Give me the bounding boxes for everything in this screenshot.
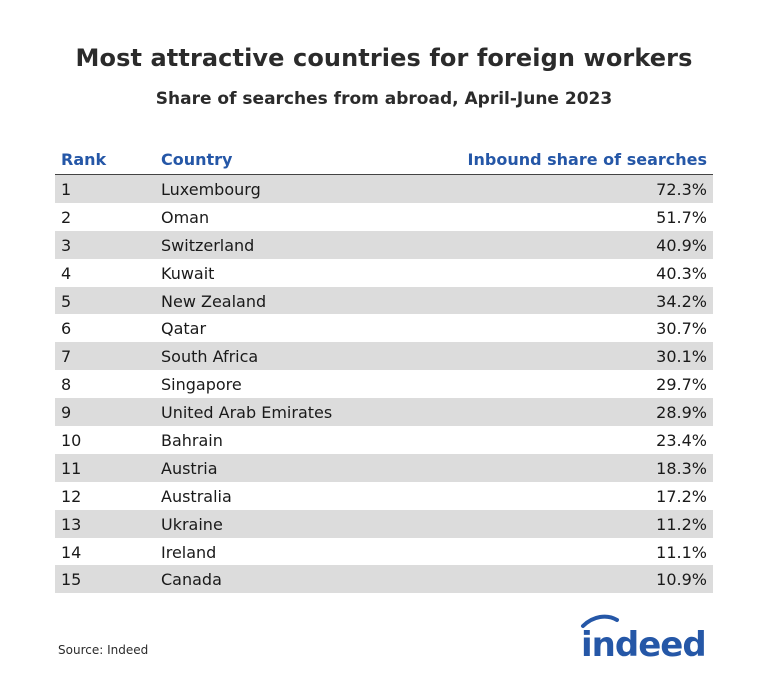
source-note: Source: Indeed	[58, 643, 149, 657]
country-cell: Canada	[161, 570, 222, 590]
table-row: 5 New Zealand 34.2%	[55, 286, 713, 315]
table-row: 12 Australia 17.2%	[55, 482, 713, 510]
table-row: 11 Austria 18.3%	[55, 453, 713, 482]
table-row: 6 Qatar 30.7%	[55, 314, 713, 342]
country-cell: Bahrain	[161, 431, 223, 451]
country-cell: Switzerland	[161, 235, 255, 255]
share-cell: 72.3%	[656, 180, 707, 199]
rank-cell: 15	[61, 570, 82, 590]
country-cell: Luxembourg	[161, 180, 261, 199]
country-cell: Australia	[161, 486, 232, 506]
rank-cell: 4	[61, 263, 72, 283]
rank-cell: 3	[61, 235, 72, 255]
share-cell: 10.9%	[656, 570, 707, 590]
rank-cell: 10	[61, 431, 82, 451]
country-cell: Ireland	[161, 542, 217, 562]
table-row: 4 Kuwait 40.3%	[55, 259, 713, 287]
share-cell: 51.7%	[656, 207, 707, 227]
rank-cell: 1	[61, 180, 72, 199]
column-header-country: Country	[161, 150, 233, 169]
rankings-table: Rank Country Inbound share of searches 1…	[55, 146, 713, 594]
share-cell: 40.3%	[656, 263, 707, 283]
table-row: 10 Bahrain 23.4%	[55, 426, 713, 454]
rank-cell: 6	[61, 319, 72, 339]
country-cell: Singapore	[161, 375, 242, 395]
share-cell: 18.3%	[656, 458, 707, 478]
share-cell: 23.4%	[656, 431, 707, 451]
share-cell: 30.1%	[656, 347, 707, 367]
country-cell: Ukraine	[161, 514, 223, 534]
column-header-share: Inbound share of searches	[467, 150, 707, 169]
share-cell: 11.1%	[656, 542, 707, 562]
logo-arc-icon	[581, 614, 619, 628]
country-cell: South Africa	[161, 347, 259, 367]
country-cell: United Arab Emirates	[161, 403, 333, 423]
country-cell: Qatar	[161, 319, 207, 339]
table-row: 2 Oman 51.7%	[55, 203, 713, 231]
column-header-rank: Rank	[61, 150, 107, 169]
share-cell: 28.9%	[656, 403, 707, 423]
rank-cell: 7	[61, 347, 72, 367]
share-cell: 34.2%	[656, 291, 707, 311]
share-cell: 30.7%	[656, 319, 707, 339]
table-row: 14 Ireland 11.1%	[55, 538, 713, 566]
country-cell: Oman	[161, 207, 210, 227]
rank-cell: 13	[61, 514, 82, 534]
table-row: 1 Luxembourg 72.3%	[55, 175, 713, 203]
country-cell: New Zealand	[161, 291, 267, 311]
rank-cell: 5	[61, 291, 72, 311]
share-cell: 40.9%	[656, 235, 707, 255]
indeed-logo: indeed	[581, 614, 707, 664]
country-cell: Kuwait	[161, 263, 215, 283]
rank-cell: 2	[61, 207, 72, 227]
page-subtitle: Share of searches from abroad, April-Jun…	[155, 89, 613, 109]
table-header: Rank Country Inbound share of searches	[55, 146, 713, 175]
table-row: 13 Ukraine 11.2%	[55, 509, 713, 538]
rank-cell: 14	[61, 542, 82, 562]
rank-cell: 11	[61, 458, 82, 478]
share-cell: 29.7%	[656, 375, 707, 395]
logo-wordmark: indeed	[581, 625, 706, 664]
table-row: 9 United Arab Emirates 28.9%	[55, 398, 713, 427]
share-cell: 17.2%	[656, 486, 707, 506]
table-row: 3 Switzerland 40.9%	[55, 230, 713, 259]
table-row: 8 Singapore 29.7%	[55, 370, 713, 398]
rank-cell: 8	[61, 375, 72, 395]
page-title: Most attractive countries for foreign wo…	[75, 44, 693, 72]
share-cell: 11.2%	[656, 514, 707, 534]
table-row: 15 Canada 10.9%	[55, 565, 713, 594]
table-body: 1 Luxembourg 72.3% 2 Oman 51.7% 3 Switzerland 40…	[55, 175, 713, 594]
rank-cell: 9	[61, 403, 72, 423]
rank-cell: 12	[61, 486, 82, 506]
country-cell: Austria	[161, 458, 218, 478]
table-row: 7 South Africa 30.1%	[55, 342, 713, 371]
